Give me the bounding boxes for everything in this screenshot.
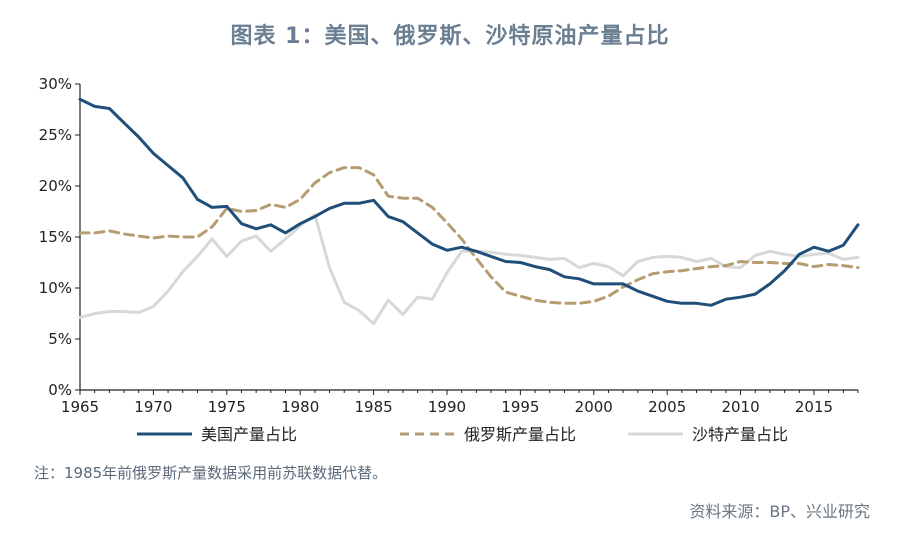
series-line-0 — [78, 97, 860, 307]
y-tick-label: 5% — [48, 330, 72, 348]
y-tick-label: 30% — [39, 75, 72, 93]
x-tick-label: 1985 — [354, 398, 392, 416]
x-tick-label: 1975 — [208, 398, 246, 416]
x-tick-label: 1995 — [501, 398, 539, 416]
y-tick-label: 25% — [39, 126, 72, 144]
source-note: 资料来源：BP、兴业研究 — [689, 502, 870, 521]
axes: 0% 5% 10% 15% 20% 25% 30% 1965 1970 1975 1980 1985 1… — [39, 75, 859, 416]
series-line-1 — [78, 166, 860, 305]
x-tick-label: 1970 — [134, 398, 172, 416]
x-tick-label: 1980 — [281, 398, 319, 416]
plot-lines — [78, 97, 860, 326]
y-tick-label: 20% — [39, 177, 72, 195]
x-tick-label: 1990 — [428, 398, 466, 416]
x-tick-label: 2005 — [648, 398, 686, 416]
x-tick-label: 2015 — [795, 398, 833, 416]
legend: 美国产量占比 俄罗斯产量占比 沙特产量占比 — [137, 425, 788, 444]
y-tick-label: 10% — [39, 279, 72, 297]
footnote: 注：1985年前俄罗斯产量数据采用前苏联数据代替。 — [34, 464, 388, 482]
y-tick-label: 15% — [39, 228, 72, 246]
legend-label-2: 沙特产量占比 — [692, 425, 788, 444]
x-tick-label: 2000 — [575, 398, 613, 416]
series-line-2 — [78, 213, 860, 326]
legend-label-1: 俄罗斯产量占比 — [464, 425, 576, 444]
legend-label-0: 美国产量占比 — [201, 425, 297, 444]
x-tick-label: 1965 — [61, 398, 99, 416]
x-tick-label: 2010 — [721, 398, 759, 416]
chart-title: 图表 1：美国、俄罗斯、沙特原油产量占比 — [230, 24, 670, 49]
y-tick-label: 0% — [48, 381, 72, 399]
